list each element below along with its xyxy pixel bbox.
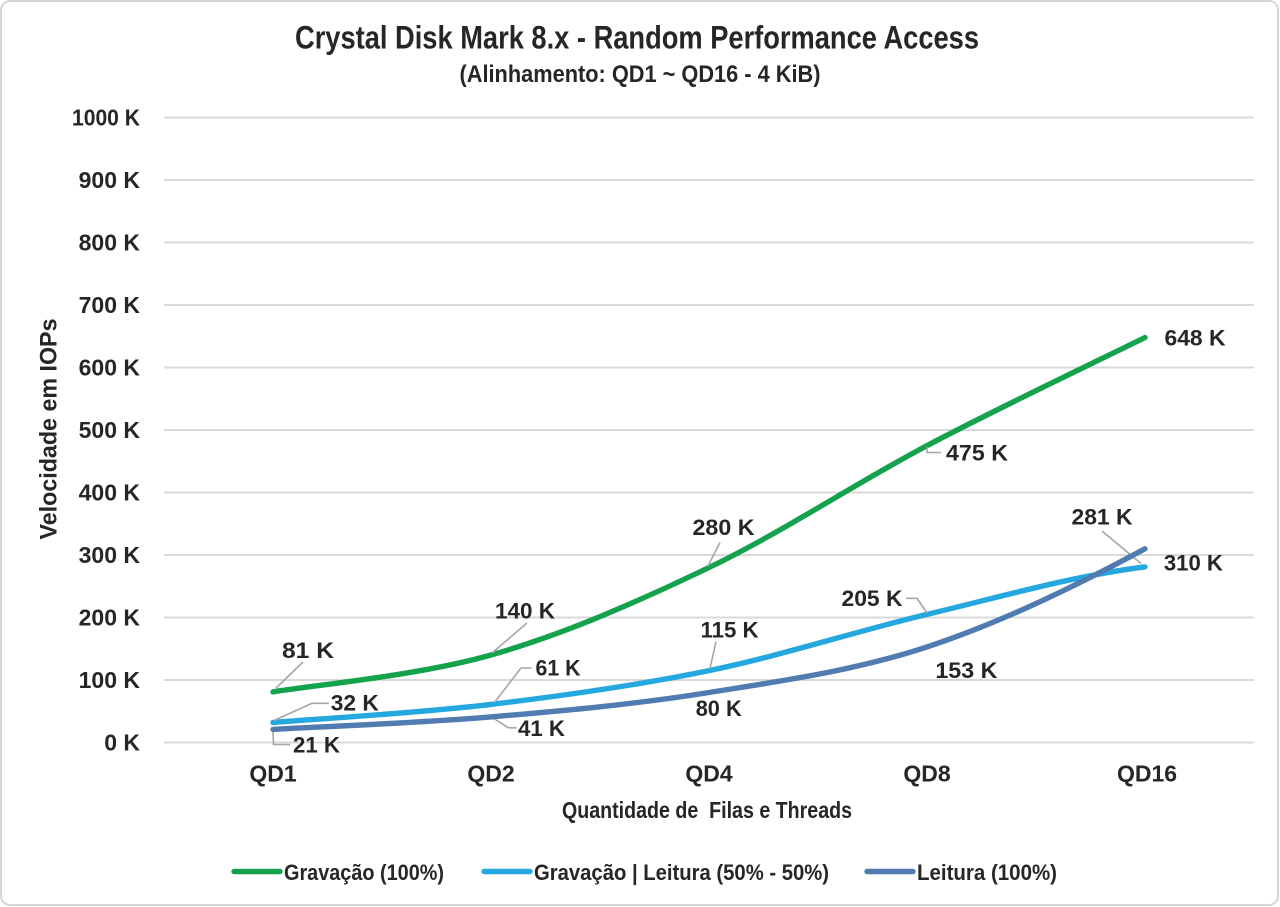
svg-text:QD4: QD4 [685, 761, 733, 787]
svg-text:QD16: QD16 [1117, 761, 1177, 787]
svg-text:QD2: QD2 [467, 761, 514, 787]
svg-text:100 K: 100 K [79, 667, 141, 693]
svg-text:80 K: 80 K [696, 696, 742, 721]
svg-text:205 K: 205 K [842, 586, 903, 611]
svg-text:300 K: 300 K [79, 542, 141, 568]
svg-text:115 K: 115 K [701, 618, 759, 643]
svg-text:41 K: 41 K [518, 716, 565, 741]
svg-text:Gravação (100%): Gravação (100%) [284, 860, 444, 885]
svg-text:310 K: 310 K [1164, 551, 1223, 576]
svg-text:800 K: 800 K [79, 230, 141, 256]
svg-text:153 K: 153 K [935, 658, 997, 683]
svg-text:648 K: 648 K [1165, 326, 1226, 351]
svg-text:1000 K: 1000 K [72, 105, 140, 131]
svg-text:281 K: 281 K [1072, 505, 1133, 530]
svg-text:0 K: 0 K [104, 730, 140, 756]
svg-text:500 K: 500 K [79, 417, 141, 443]
svg-text:81 K: 81 K [282, 638, 334, 663]
svg-text:400 K: 400 K [79, 480, 141, 506]
svg-text:61 K: 61 K [536, 656, 581, 681]
svg-text:Leitura (100%): Leitura (100%) [917, 860, 1057, 885]
svg-text:Quantidade de Filas e Threads: Quantidade de Filas e Threads [562, 797, 852, 823]
svg-text:280 K: 280 K [693, 515, 755, 540]
svg-text:QD1: QD1 [249, 761, 297, 787]
svg-text:200 K: 200 K [79, 605, 141, 631]
svg-text:Velocidade em IOPs: Velocidade em IOPs [36, 319, 63, 540]
svg-text:700 K: 700 K [79, 292, 141, 318]
svg-text:600 K: 600 K [79, 355, 141, 381]
svg-text:Crystal Disk Mark 8.x - Random: Crystal Disk Mark 8.x - Random Performan… [295, 20, 979, 56]
svg-text:QD8: QD8 [903, 761, 951, 787]
svg-text:900 K: 900 K [79, 167, 141, 193]
svg-text:475 K: 475 K [946, 441, 1008, 466]
svg-text:(Alinhamento: QD1 ~ QD16 - 4 K: (Alinhamento: QD1 ~ QD16 - 4 KiB) [460, 61, 821, 88]
svg-text:140 K: 140 K [495, 599, 555, 624]
svg-text:21 K: 21 K [293, 733, 340, 758]
svg-text:32 K: 32 K [331, 691, 379, 716]
svg-text:Gravação | Leitura (50% - 50%): Gravação | Leitura (50% - 50%) [534, 860, 829, 885]
